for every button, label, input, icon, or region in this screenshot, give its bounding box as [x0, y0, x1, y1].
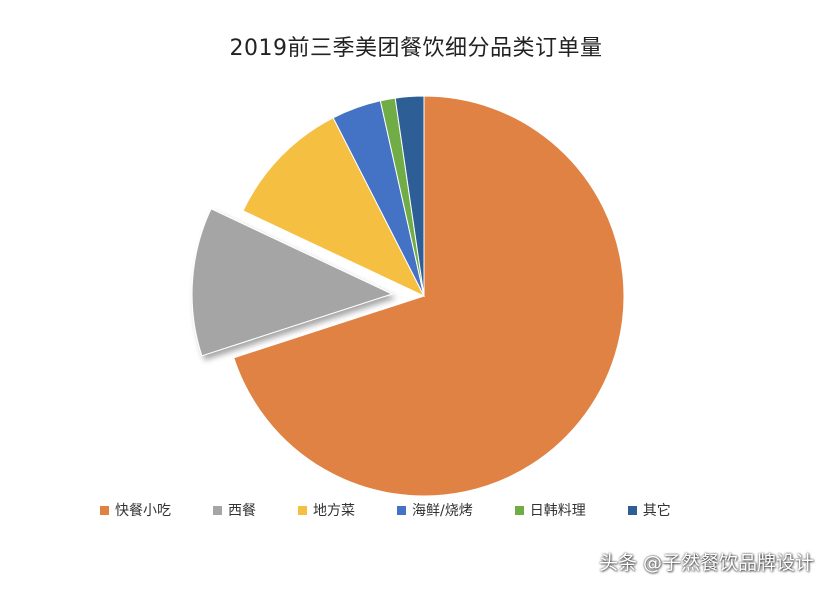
legend-swatch-1 [213, 505, 222, 515]
legend-label-2: 地方菜 [313, 503, 355, 519]
legend-swatch-5 [627, 505, 637, 515]
pie-slice-5 [394, 95, 425, 297]
legend-swatch-2 [298, 505, 307, 515]
legend-item-4: 日韩料理 [514, 500, 586, 520]
legend-item-0: 快餐小吃 [100, 500, 171, 520]
legend-swatch-0 [100, 505, 109, 515]
legend: 快餐小吃 西餐 地方菜 海鲜/烧烤 日韩料理 其它 [100, 500, 713, 520]
legend-item-5: 其它 [627, 500, 671, 520]
legend-swatch-3 [397, 505, 406, 515]
legend-swatch-4 [514, 505, 524, 515]
legend-label-4: 日韩料理 [529, 503, 586, 519]
legend-label-0: 快餐小吃 [115, 503, 171, 519]
watermark: 头条 @子然餐饮品牌设计 [598, 552, 814, 574]
legend-item-2: 地方菜 [298, 500, 355, 520]
legend-label-5: 其它 [642, 503, 671, 519]
pie-slice-0 [233, 95, 625, 497]
legend-label-1: 西餐 [228, 503, 256, 519]
legend-item-1: 西餐 [213, 500, 256, 520]
pie-slice-1 [191, 208, 394, 357]
chart-title: 2019前三季美团餐饮细分品类订单量 [229, 36, 603, 61]
legend-item-3: 海鲜/烧烤 [397, 500, 473, 520]
pie-slice-2 [242, 117, 426, 298]
legend-label-3: 海鲜/烧烤 [412, 503, 473, 519]
